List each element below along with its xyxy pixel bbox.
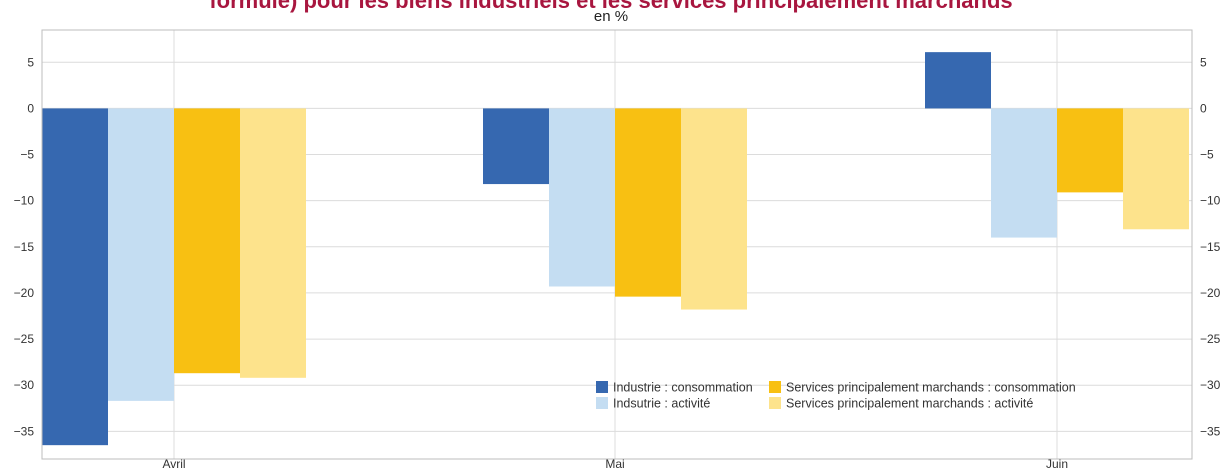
y-tick-label-right: 5 [1200, 55, 1207, 69]
x-tick-label: Mai [605, 457, 624, 470]
y-tick-label-right: −5 [1200, 148, 1214, 162]
y-tick-label-right: −10 [1200, 194, 1221, 208]
y-tick-label-left: 0 [27, 101, 34, 115]
chart-title: formule) pour les biens industriels et l… [209, 0, 1013, 13]
bar [174, 108, 240, 374]
y-tick-label-right: −30 [1200, 378, 1221, 392]
bar [1123, 108, 1189, 230]
bar [42, 108, 108, 446]
x-tick-label: Avril [162, 457, 185, 470]
plot-border [41, 29, 1193, 460]
y-tick-label-right: −25 [1200, 332, 1221, 346]
bar [549, 108, 615, 287]
legend-label: Industrie : consommation [613, 381, 753, 395]
bar [108, 108, 174, 401]
y-tick-label-right: 0 [1200, 101, 1207, 115]
y-tick-label-left: −10 [14, 194, 35, 208]
legend-swatch [769, 381, 781, 393]
legend-label: Services principalement marchands : acti… [786, 397, 1033, 411]
x-tick-label: Juin [1046, 457, 1068, 470]
y-tick-label-left: −35 [14, 424, 35, 438]
y-tick-label-left: −15 [14, 240, 35, 254]
y-tick-label-right: −20 [1200, 286, 1221, 300]
legend-swatch [769, 397, 781, 409]
bar [681, 108, 747, 310]
bar [615, 108, 681, 297]
y-tick-label-left: −30 [14, 378, 35, 392]
y-tick-label-left: 5 [27, 55, 34, 69]
legend-label: Indsutrie : activité [613, 397, 710, 411]
bar [1057, 108, 1123, 193]
chart-subtitle: en % [593, 8, 629, 25]
y-tick-label-left: −5 [20, 148, 34, 162]
y-tick-label-left: −25 [14, 332, 35, 346]
bar [483, 108, 549, 185]
y-tick-label-left: −20 [14, 286, 35, 300]
legend-swatch [596, 397, 608, 409]
y-tick-label-right: −15 [1200, 240, 1221, 254]
legend-swatch [596, 381, 608, 393]
y-tick-label-right: −35 [1200, 424, 1221, 438]
bar [240, 108, 306, 378]
bar [991, 108, 1057, 238]
bar [925, 52, 991, 109]
legend-label: Services principalement marchands : cons… [786, 381, 1076, 395]
